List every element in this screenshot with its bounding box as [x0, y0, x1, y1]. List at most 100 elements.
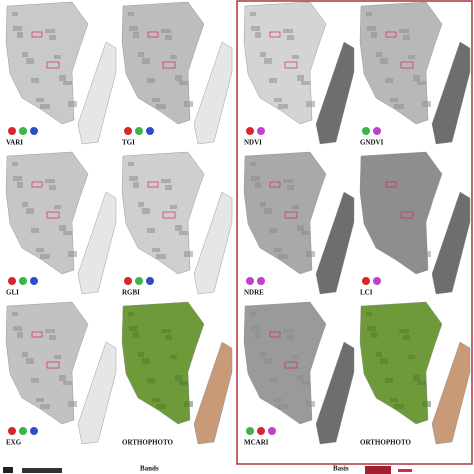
texture — [380, 358, 388, 364]
texture — [385, 78, 393, 83]
texture — [13, 176, 22, 181]
texture — [264, 358, 272, 364]
texture — [128, 312, 134, 316]
index-panel: EXG — [5, 301, 117, 447]
texture — [36, 248, 44, 252]
plot-outline — [46, 61, 60, 69]
index-panel: LCI — [359, 151, 471, 297]
texture — [297, 75, 304, 81]
texture — [394, 254, 404, 259]
footer-label: Bands — [140, 465, 159, 473]
texture — [417, 81, 426, 85]
texture — [376, 52, 382, 57]
panel-label: GLI — [6, 289, 19, 297]
texture — [128, 162, 134, 166]
band-dot — [246, 427, 254, 435]
texture — [408, 355, 415, 359]
footer-label: Basis — [333, 465, 349, 473]
texture — [142, 58, 150, 64]
texture — [292, 355, 299, 359]
texture — [129, 26, 138, 31]
texture — [376, 352, 382, 357]
index-panel: RGBI — [121, 151, 233, 297]
panel-label: RGBI — [122, 289, 140, 297]
multispectral-frame — [236, 0, 473, 465]
legend-icon — [22, 468, 62, 473]
texture — [250, 162, 256, 166]
texture — [251, 326, 260, 331]
texture — [128, 12, 134, 16]
texture — [54, 55, 61, 59]
texture — [63, 231, 72, 235]
texture — [287, 35, 294, 40]
texture — [385, 228, 393, 233]
texture — [138, 202, 144, 207]
texture — [152, 248, 160, 252]
texture — [59, 375, 66, 381]
texture — [133, 182, 139, 188]
texture — [413, 75, 420, 81]
texture — [152, 98, 160, 102]
panel-label: NDVI — [244, 139, 262, 147]
texture — [54, 205, 61, 209]
field-strip — [315, 341, 355, 445]
panel-label: ORTHOPHOTO — [360, 439, 412, 447]
texture — [31, 228, 39, 233]
field-strip — [315, 191, 355, 295]
texture — [260, 352, 266, 357]
texture — [40, 104, 50, 109]
plot-outline — [162, 61, 176, 69]
plot-outline — [269, 331, 281, 338]
texture — [287, 185, 294, 190]
band-dot — [19, 427, 27, 435]
field-strip — [77, 341, 117, 445]
index-panel: GLI — [5, 151, 117, 297]
field-area — [359, 301, 443, 425]
texture — [152, 398, 160, 402]
plot-outline — [46, 211, 60, 219]
texture — [390, 248, 398, 252]
band-dot — [135, 127, 143, 135]
texture — [250, 312, 256, 316]
texture — [142, 358, 150, 364]
texture — [26, 358, 34, 364]
band-dot — [362, 277, 370, 285]
texture — [417, 381, 426, 385]
texture — [26, 58, 34, 64]
index-panel: TGI — [121, 1, 233, 147]
texture — [161, 29, 171, 33]
panel-label: ORTHOPHOTO — [122, 439, 174, 447]
texture — [278, 104, 288, 109]
texture — [390, 398, 398, 402]
texture — [260, 52, 266, 57]
texture — [367, 326, 376, 331]
index-panel: NDRE — [243, 151, 355, 297]
texture — [36, 398, 44, 402]
texture — [170, 355, 177, 359]
plot-outline — [162, 211, 176, 219]
texture — [165, 335, 172, 340]
plot-outline — [400, 211, 414, 219]
plot-outline — [284, 61, 298, 69]
plot-outline — [31, 331, 43, 338]
texture — [255, 32, 261, 38]
texture — [45, 329, 55, 333]
band-dot — [8, 127, 16, 135]
texture — [133, 32, 139, 38]
texture — [274, 398, 282, 402]
texture — [403, 35, 410, 40]
panel-label: TGI — [122, 139, 135, 147]
panel-label: EXG — [6, 439, 22, 447]
texture — [417, 231, 426, 235]
field-strip — [315, 41, 355, 145]
texture — [36, 98, 44, 102]
plot-outline — [284, 361, 298, 369]
texture — [175, 75, 182, 81]
texture — [367, 26, 376, 31]
texture — [422, 251, 431, 257]
texture — [129, 326, 138, 331]
texture — [31, 378, 39, 383]
texture — [390, 98, 398, 102]
texture — [31, 78, 39, 83]
texture — [399, 29, 409, 33]
